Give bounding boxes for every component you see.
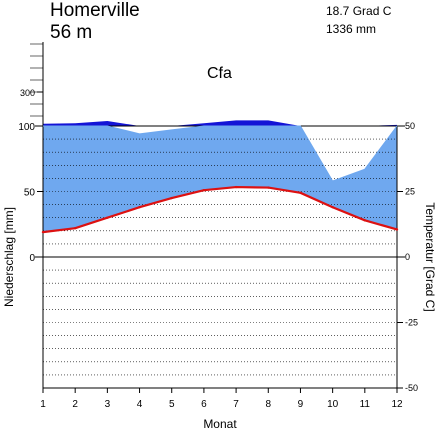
x-tick-label: 1 <box>40 399 46 410</box>
x-tick-label: 8 <box>265 399 271 410</box>
precipitation-line <box>43 125 398 182</box>
temperature-point <box>202 188 206 192</box>
temperature-point <box>170 196 173 200</box>
right-tick-label: -25 <box>405 318 418 328</box>
marks-layer <box>41 125 399 234</box>
temperature-point <box>73 226 77 230</box>
x-tick-label: 12 <box>391 399 403 410</box>
right-tick-label: -50 <box>405 383 418 393</box>
x-tick-label: 6 <box>201 399 207 410</box>
x-axis-label: Monat <box>203 417 237 430</box>
x-tick-label: 3 <box>105 399 111 410</box>
station-name: Homerville <box>50 0 140 21</box>
temperature-point <box>331 206 334 209</box>
perhumid-area <box>43 120 397 126</box>
fill-layer <box>43 120 397 233</box>
x-tick-label: 10 <box>327 399 339 410</box>
temperature-point <box>395 228 399 231</box>
temperature-point <box>234 185 238 189</box>
temperature-point <box>106 216 109 219</box>
left-tick-label: 0 <box>29 253 35 264</box>
left-tick-label: 50 <box>24 188 36 199</box>
temperature-point <box>41 230 45 234</box>
x-tick-label: 5 <box>169 399 175 410</box>
temperature-point <box>138 206 141 209</box>
x-tick-label: 4 <box>137 399 143 410</box>
x-tick-label: 7 <box>233 399 239 410</box>
right-tick-label: 0 <box>405 252 410 262</box>
left-axis-label: Niederschlag [mm] <box>2 207 16 307</box>
left-tick-label: 100 <box>18 122 35 133</box>
x-tick-label: 11 <box>360 399 371 410</box>
grid-layer <box>30 43 397 376</box>
temperature-line <box>42 185 398 234</box>
temperature-point <box>267 186 270 189</box>
mean-temperature: 18.7 Grad C <box>326 4 392 18</box>
left-tick-label: 300 <box>20 88 35 98</box>
humid-area <box>43 126 397 233</box>
x-tick-label: 9 <box>298 399 304 410</box>
annual-precipitation: 1336 mm <box>326 22 376 36</box>
right-axis-label: Temperatur [Grad C] <box>423 202 437 311</box>
right-tick-label: 25 <box>405 187 415 197</box>
climate-class: Cfa <box>207 65 232 82</box>
station-elevation: 56 m <box>50 22 92 43</box>
temperature-point <box>363 219 367 222</box>
right-tick-label: 50 <box>405 121 415 131</box>
temperature-point <box>299 191 302 195</box>
x-tick-label: 2 <box>72 399 78 410</box>
